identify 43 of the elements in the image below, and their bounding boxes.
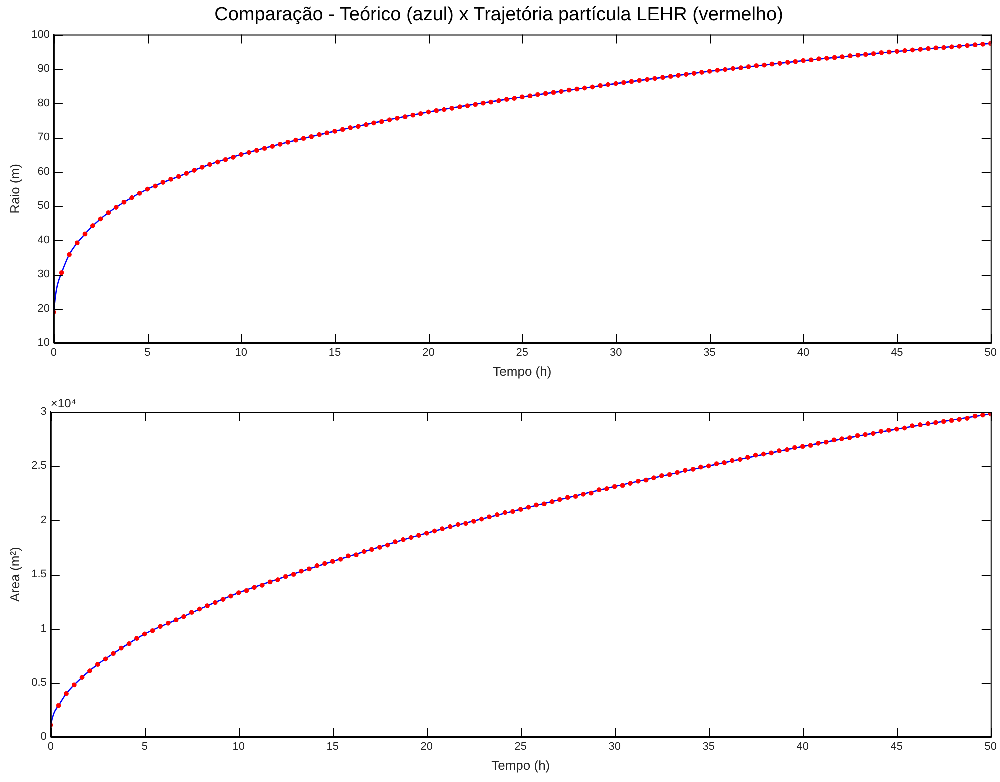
x-tick-label: 30 <box>608 740 622 753</box>
y-tick-label: 50 <box>38 200 50 212</box>
y-tick-label: 0 <box>40 731 47 744</box>
y-tick-label: 3 <box>40 406 47 418</box>
y-tick-label: 10 <box>38 337 50 350</box>
text: ×10⁴ <box>50 396 76 410</box>
y-tick-label: 60 <box>38 166 50 178</box>
y-tick-label: 20 <box>38 302 50 315</box>
x-tick-label: 45 <box>890 740 904 753</box>
y-tick-label: 2 <box>40 514 47 526</box>
x-tick-label: 40 <box>796 740 810 753</box>
y-tick-label: 0.5 <box>32 677 47 690</box>
y-tick-label: 2.5 <box>32 460 47 472</box>
x-tick-label: 5 <box>142 740 148 753</box>
x-tick-label: 30 <box>610 346 622 359</box>
x-tick-label: 25 <box>514 740 528 753</box>
y-axis-title: Raio (m) <box>7 164 22 214</box>
x-tick-label: 35 <box>702 740 716 753</box>
y-tick-label: 70 <box>38 132 50 144</box>
x-tick-label: 50 <box>984 346 998 359</box>
x-axis-title: Tempo (h) <box>493 364 552 379</box>
x-tick-label: 50 <box>984 740 998 753</box>
y-tick-label: 40 <box>38 234 50 246</box>
x-tick-label: 25 <box>516 346 529 359</box>
x-tick-label: 5 <box>144 346 151 359</box>
x-tick-label: 40 <box>797 346 810 359</box>
chart-title: Comparação - Teórico (azul) x Trajetória partícula LEHR (vermelho) <box>214 4 784 26</box>
x-tick-label: 10 <box>235 346 248 359</box>
y-tick-label: 1 <box>40 622 47 635</box>
x-tick-label: 45 <box>891 346 904 359</box>
x-axis-title: Tempo (h) <box>492 758 550 773</box>
y-tick-label: 80 <box>38 97 50 110</box>
x-tick-label: 35 <box>704 346 716 359</box>
y-tick-label: 1.5 <box>32 568 47 581</box>
y-axis-title: Area (m²) <box>7 547 22 602</box>
y-tick-label: 100 <box>32 28 50 41</box>
y-tick-label: 30 <box>38 268 50 281</box>
x-tick-label: 15 <box>328 346 342 359</box>
y-tick-label: 90 <box>38 63 50 76</box>
x-tick-label: 20 <box>422 346 435 359</box>
x-tick-label: 15 <box>326 740 340 753</box>
x-tick-label: 10 <box>232 740 246 753</box>
x-tick-label: 20 <box>420 740 434 753</box>
